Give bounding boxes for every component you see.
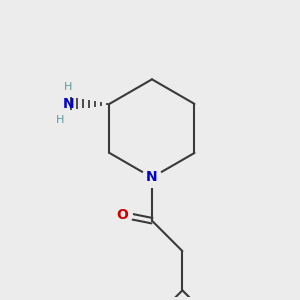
- Text: O: O: [117, 208, 128, 222]
- Text: N: N: [62, 97, 74, 111]
- Text: H: H: [64, 82, 72, 92]
- Text: N: N: [146, 170, 158, 184]
- Text: H: H: [56, 115, 64, 124]
- Circle shape: [113, 205, 132, 225]
- Circle shape: [142, 168, 162, 187]
